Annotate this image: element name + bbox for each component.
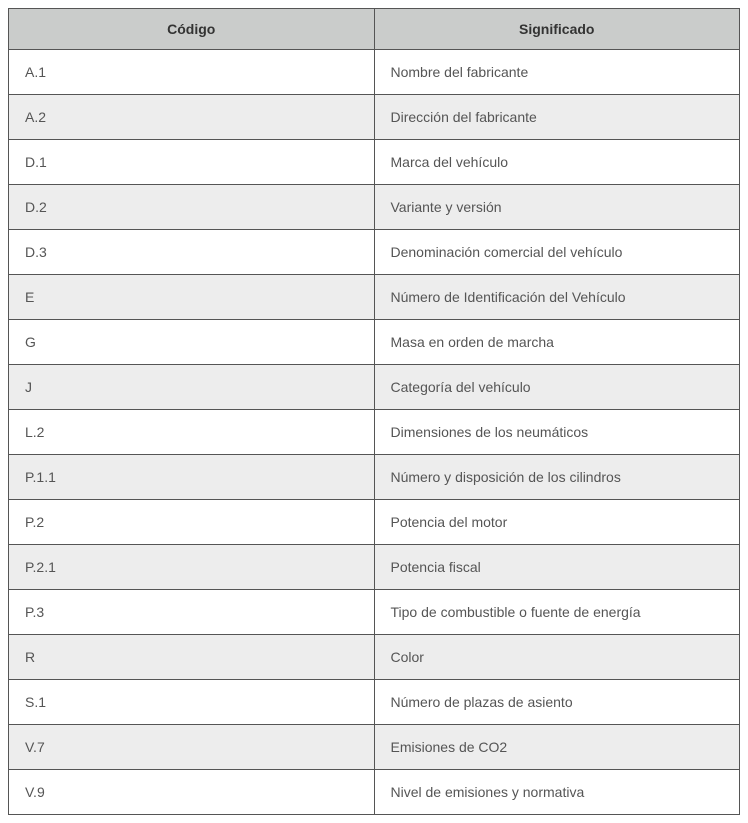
meaning-cell: Marca del vehículo [374, 140, 740, 185]
code-cell: P.2 [9, 500, 375, 545]
table-row: D.3 Denominación comercial del vehículo [9, 230, 740, 275]
table-row: A.2 Dirección del fabricante [9, 95, 740, 140]
meaning-cell: Número de Identificación del Vehículo [374, 275, 740, 320]
meaning-cell: Dimensiones de los neumáticos [374, 410, 740, 455]
meaning-cell: Número y disposición de los cilindros [374, 455, 740, 500]
col-header-code: Código [9, 9, 375, 50]
meaning-cell: Color [374, 635, 740, 680]
code-cell: J [9, 365, 375, 410]
code-cell: D.1 [9, 140, 375, 185]
code-cell: R [9, 635, 375, 680]
header-row: Código Significado [9, 9, 740, 50]
table-row: D.2 Variante y versión [9, 185, 740, 230]
meaning-cell: Nombre del fabricante [374, 50, 740, 95]
code-cell: D.3 [9, 230, 375, 275]
table-body: A.1 Nombre del fabricante A.2 Dirección … [9, 50, 740, 815]
table-row: P.2.1 Potencia fiscal [9, 545, 740, 590]
table-row: E Número de Identificación del Vehículo [9, 275, 740, 320]
meaning-cell: Potencia del motor [374, 500, 740, 545]
code-cell: P.1.1 [9, 455, 375, 500]
code-cell: A.2 [9, 95, 375, 140]
code-cell: A.1 [9, 50, 375, 95]
code-cell: P.2.1 [9, 545, 375, 590]
table-header: Código Significado [9, 9, 740, 50]
meaning-cell: Emisiones de CO2 [374, 725, 740, 770]
code-cell: G [9, 320, 375, 365]
code-cell: V.7 [9, 725, 375, 770]
meaning-cell: Número de plazas de asiento [374, 680, 740, 725]
table-row: V.7 Emisiones de CO2 [9, 725, 740, 770]
meaning-cell: Potencia fiscal [374, 545, 740, 590]
table-row: J Categoría del vehículo [9, 365, 740, 410]
table-row: R Color [9, 635, 740, 680]
table-row: S.1 Número de plazas de asiento [9, 680, 740, 725]
table-row: P.1.1 Número y disposición de los cilind… [9, 455, 740, 500]
table-row: G Masa en orden de marcha [9, 320, 740, 365]
table-row: D.1 Marca del vehículo [9, 140, 740, 185]
code-cell: S.1 [9, 680, 375, 725]
meaning-cell: Denominación comercial del vehículo [374, 230, 740, 275]
code-cell: V.9 [9, 770, 375, 815]
code-cell: E [9, 275, 375, 320]
meaning-cell: Variante y versión [374, 185, 740, 230]
codes-table: Código Significado A.1 Nombre del fabric… [8, 8, 740, 815]
code-cell: L.2 [9, 410, 375, 455]
meaning-cell: Tipo de combustible o fuente de energía [374, 590, 740, 635]
meaning-cell: Dirección del fabricante [374, 95, 740, 140]
meaning-cell: Nivel de emisiones y normativa [374, 770, 740, 815]
meaning-cell: Categoría del vehículo [374, 365, 740, 410]
table-row: A.1 Nombre del fabricante [9, 50, 740, 95]
code-cell: D.2 [9, 185, 375, 230]
table-row: L.2 Dimensiones de los neumáticos [9, 410, 740, 455]
meaning-cell: Masa en orden de marcha [374, 320, 740, 365]
code-cell: P.3 [9, 590, 375, 635]
table-row: P.2 Potencia del motor [9, 500, 740, 545]
table-row: V.9 Nivel de emisiones y normativa [9, 770, 740, 815]
table-row: P.3 Tipo de combustible o fuente de ener… [9, 590, 740, 635]
col-header-meaning: Significado [374, 9, 740, 50]
